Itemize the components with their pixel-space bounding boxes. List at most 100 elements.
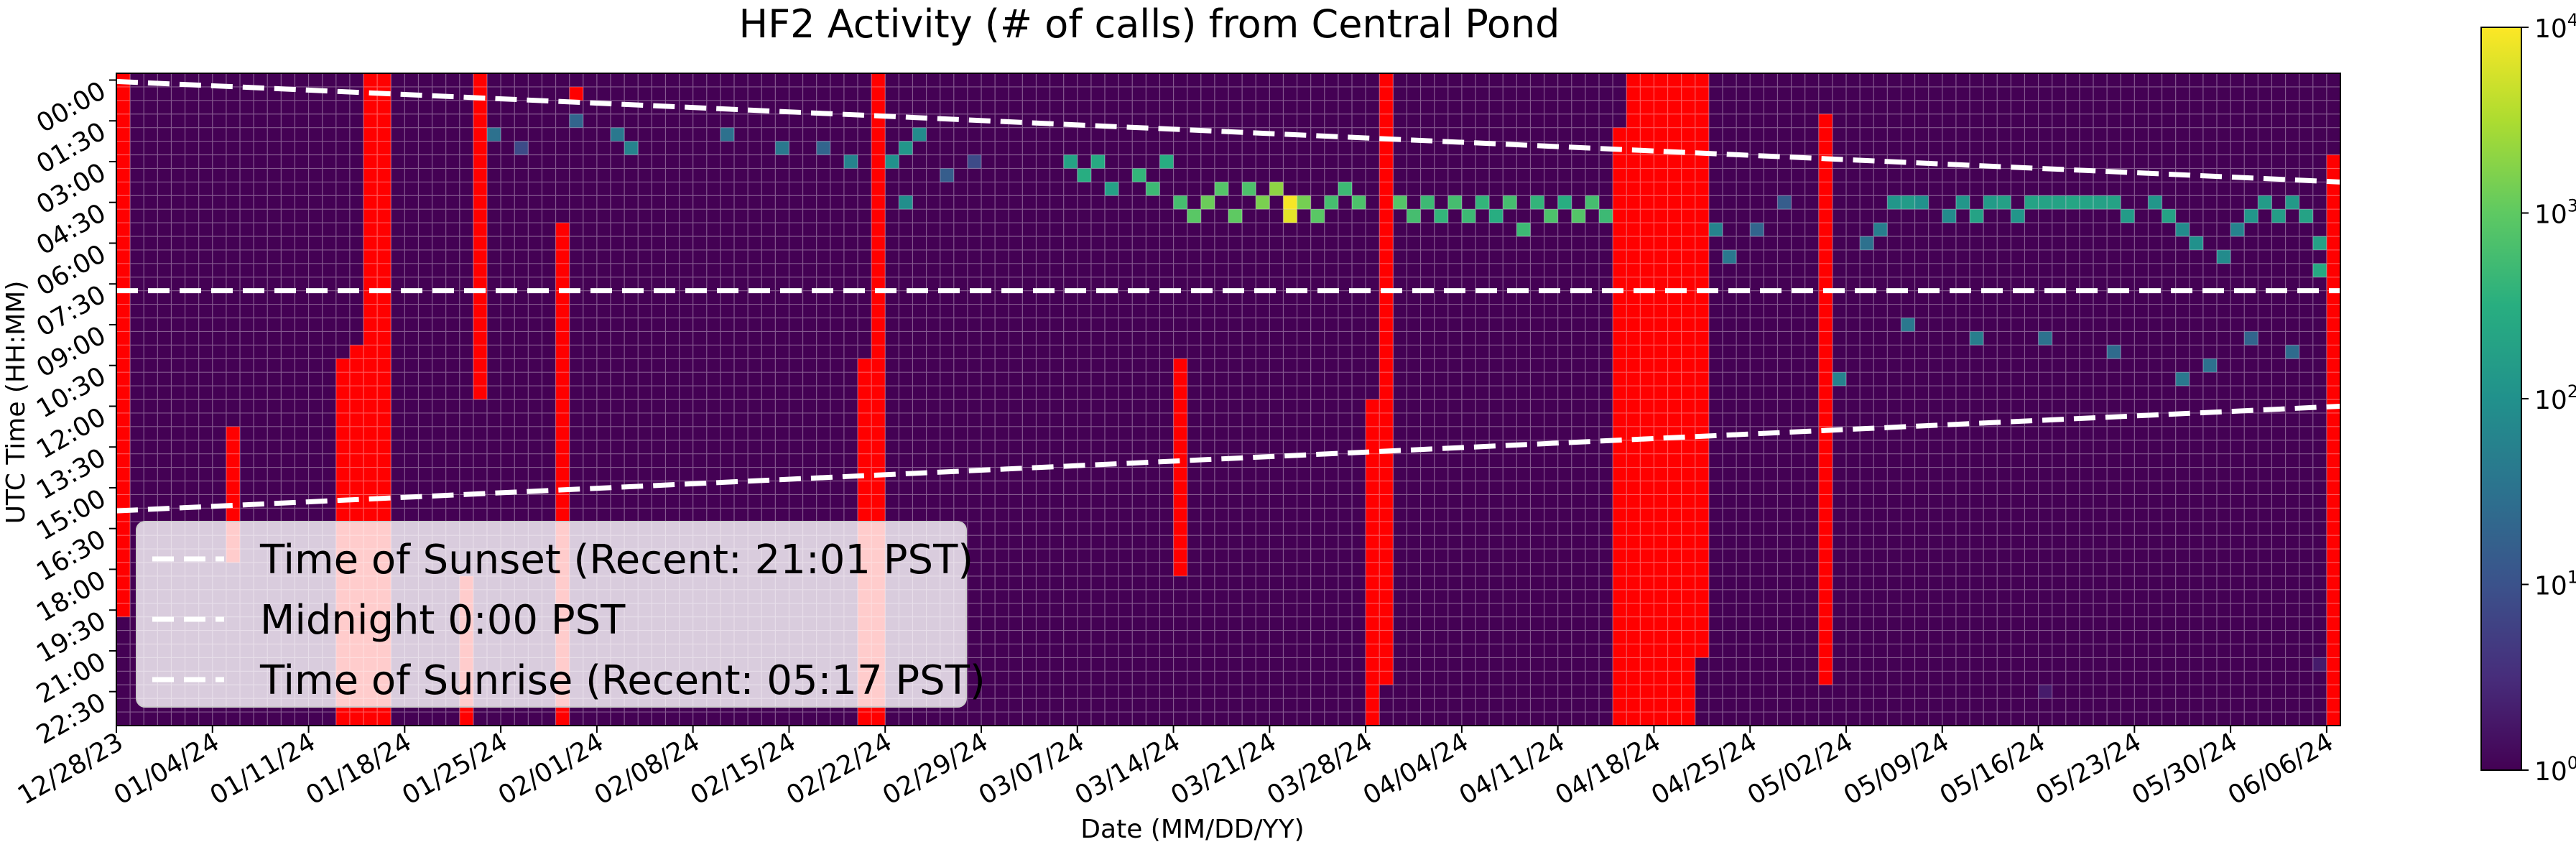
heatmap-cell [624,141,639,155]
heatmap-cell [2175,372,2190,387]
heatmap-cell [569,114,583,128]
no-data-span [1695,73,1709,658]
heatmap-cell [1571,209,1585,223]
x-tick-label: 06/06/24 [2223,727,2339,810]
heatmap-cell [1970,331,1984,346]
heatmap-cell [1283,209,1297,223]
heatmap-cell [2271,209,2286,223]
heatmap-cell [2024,195,2039,210]
legend-box [136,521,967,708]
x-tick-label: 05/16/24 [1935,727,2051,810]
heatmap-cell [1901,195,1915,210]
x-tick-label: 01/11/24 [205,727,321,810]
no-data-span [1173,358,1187,576]
x-tick-label: 02/29/24 [878,727,993,810]
heatmap-cell [1887,195,1901,210]
heatmap-cell [775,141,789,155]
heatmap-cell [1489,209,1504,223]
heatmap-cell [2230,223,2245,236]
heatmap-cell [1777,195,1792,210]
heatmap-cell [1750,223,1764,236]
no-data-span [473,73,487,399]
heatmap-cell [1242,182,1256,196]
heatmap-cell [611,127,625,142]
heatmap-cell [2189,236,2203,250]
colorbar: 100 101 102 103 104 [2480,10,2576,787]
no-data-span [1626,73,1695,726]
x-tick-label: 02/01/24 [494,727,609,810]
heatmap-cell [2148,195,2162,210]
no-data-span [116,73,131,617]
heatmap-cell [1503,195,1517,210]
heatmap-cell [1228,209,1243,223]
heatmap-cell [1324,195,1338,210]
heatmap-cell [1200,195,1215,210]
x-tick-label: 12/28/23 [13,727,129,810]
heatmap-cell [1860,236,1874,250]
legend-entry: Time of Sunrise (Recent: 05:17 PST) [259,657,986,704]
x-tick-label: 05/02/24 [1743,727,1858,810]
heatmap-cell [2244,331,2258,346]
heatmap-cell [1955,195,1970,210]
heatmap-cell [1105,182,1119,196]
heatmap-cell [912,127,927,142]
heatmap-cell [967,154,981,169]
heatmap-cell [720,127,734,142]
heatmap-cell [2285,345,2299,359]
heatmap-cell [1914,195,1929,210]
heatmap-cell [1461,209,1475,223]
heatmap-cell [1146,182,1160,196]
x-axis-label: Date (MM/DD/YY) [1080,815,1304,844]
colorbar-tick-label: 104 [2534,10,2576,44]
heatmap-cell [487,127,501,142]
heatmap-cell [514,141,529,155]
heatmap-cell [1352,195,1366,210]
heatmap-cell [940,168,954,182]
heatmap-cell [1090,154,1105,169]
x-tick-label: 01/25/24 [397,727,513,810]
heatmap-cell [1901,318,1915,332]
heatmap-cell [2285,195,2299,210]
x-tick-label: 03/14/24 [1070,727,1186,810]
no-data-span [1613,127,1627,726]
x-tick-label: 04/04/24 [1358,727,1474,810]
heatmap-cell [1214,182,1228,196]
chart-title: HF2 Activity (# of calls) from Central P… [739,1,1560,47]
colorbar-tick-label: 102 [2534,381,2576,415]
heatmap-cell [2162,209,2176,223]
heatmap-cell [1077,168,1091,182]
heatmap-cell [1283,195,1297,210]
heatmap-cell [2175,223,2190,236]
heatmap-cell [1269,182,1284,196]
x-tick-label: 03/21/24 [1166,727,1282,810]
heatmap-cell [1942,209,1956,223]
x-tick-label: 04/11/24 [1455,727,1570,810]
legend-entry: Time of Sunset (Recent: 21:01 PST) [259,537,973,583]
heatmap-cell [1873,223,1888,236]
heatmap-cell [1708,223,1723,236]
heatmap-cell [2065,195,2080,210]
reference-line [116,78,2341,185]
heatmap-cell [1585,195,1599,210]
x-tick-label: 04/18/24 [1550,727,1666,810]
colorbar-tick-label: 101 [2534,568,2576,601]
heatmap-cell [2038,195,2052,210]
x-tick-label: 03/28/24 [1262,727,1378,810]
heatmap-cell [816,141,830,155]
heatmap-cell [1132,168,1146,182]
heatmap-cell [2038,331,2052,346]
legend: Time of Sunset (Recent: 21:01 PST) Midnig… [136,521,986,708]
heatmap-cell [1256,195,1270,210]
heatmap-cell [2107,345,2121,359]
heatmap-cell [2038,685,2052,699]
heatmap-cell [1297,195,1311,210]
heatmap-cell [1544,209,1558,223]
heatmap-cell [2202,358,2217,373]
no-data-span [569,86,583,101]
heatmap-cell [1187,209,1201,223]
heatmap-cell [1063,154,1078,169]
heatmap-cell [2312,263,2327,277]
heatmap-cell [2079,195,2093,210]
heatmap-cell [2312,236,2327,250]
x-tick-label: 05/09/24 [1839,727,1955,810]
